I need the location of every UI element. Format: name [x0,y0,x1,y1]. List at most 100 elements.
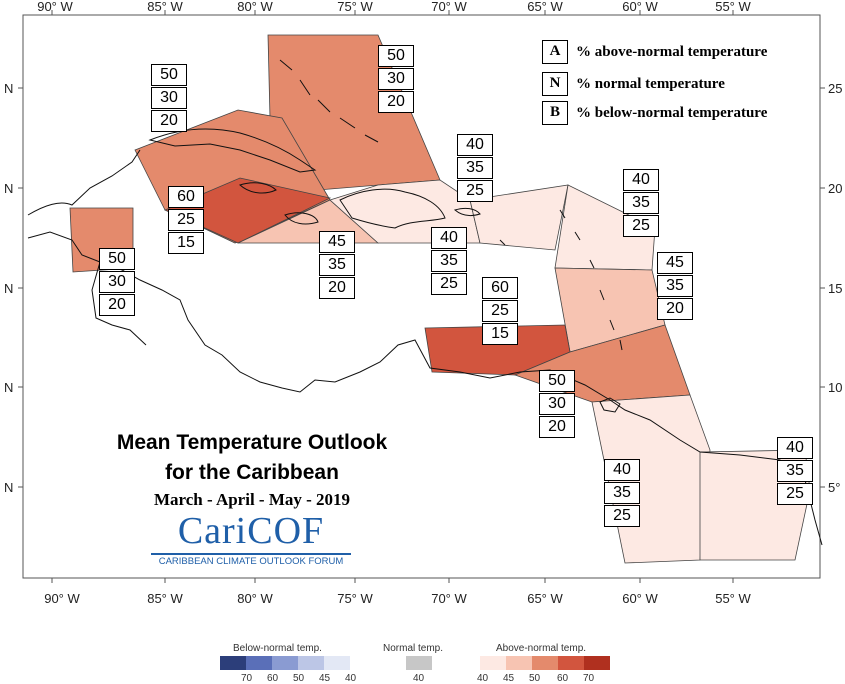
prob-normal: 30 [378,68,414,90]
prob-below: 20 [539,416,575,438]
lat-label-left-25: N [4,81,13,96]
colorbar-above-label: Above-normal temp. [496,643,587,654]
prob-normal: 30 [99,271,135,293]
lon-label-bottom-75: 75° W [337,591,373,606]
swatch-normal-40 [406,656,432,670]
lon-label-bottom-90: 90° W [44,591,80,606]
colorbar-above-swatches [480,656,610,670]
lon-label-top-80: 80° W [237,0,273,14]
swatch-above-70 [584,656,610,670]
prob-normal: 25 [168,209,204,231]
lat-label-left-10: N [4,380,13,395]
lon-label-bottom-65: 65° W [527,591,563,606]
prob-box-belize: 50 30 20 [99,248,135,316]
prob-above: 40 [777,437,813,459]
map-title: Mean Temperature Outlook for the Caribbe… [62,428,442,488]
lon-label-top-70: 70° W [431,0,467,14]
prob-above: 50 [539,370,575,392]
prob-below: 25 [431,273,467,295]
prob-above: 50 [151,64,187,86]
prob-above: 50 [378,45,414,67]
lon-label-top-65: 65° W [527,0,563,14]
caricof-logo-fullname: CARIBBEAN CLIMATE OUTLOOK FORUM [151,553,351,567]
colorbar-above-tick-60: 60 [557,673,569,684]
prob-above: 40 [604,459,640,481]
colorbar-below-swatches [220,656,350,670]
lat-label-left-20: N [4,181,13,196]
lon-label-bottom-55: 55° W [715,591,751,606]
prob-normal: 30 [151,87,187,109]
prob-above: 40 [457,134,493,156]
lat-label-left-5: N [4,480,13,495]
prob-above: 60 [168,186,204,208]
prob-box-bahamas: 50 30 20 [378,45,414,113]
lon-label-top-90: 90° W [37,0,73,14]
region-jamaica [164,177,332,244]
prob-below: 20 [378,91,414,113]
prob-box-jamaica: 60 25 15 [168,186,204,254]
swatch-above-60 [558,656,584,670]
prob-box-trinidad: 50 30 20 [539,370,575,438]
prob-box-leewards: 40 35 25 [623,169,659,237]
lat-label-left-15: N [4,281,13,296]
caricof-logo: CariCOF CARIBBEAN CLIMATE OUTLOOK FORUM [151,511,351,567]
prob-below: 15 [168,232,204,254]
swatch-below-40 [324,656,350,670]
lon-label-top-60: 60° W [622,0,658,14]
legend-text-below: % below-normal temperature [576,104,768,121]
prob-below: 25 [623,215,659,237]
colorbar-above-tick-50: 50 [529,673,541,684]
swatch-below-70 [220,656,246,670]
swatch-above-45 [506,656,532,670]
legend-key-below: B [542,101,568,125]
colorbar-below-tick-50: 50 [293,673,305,684]
prob-below: 20 [319,277,355,299]
prob-above: 40 [623,169,659,191]
prob-above: 45 [319,231,355,253]
prob-below: 20 [657,298,693,320]
prob-box-abc-islands: 60 25 15 [482,277,518,345]
prob-above: 45 [657,252,693,274]
prob-box-puerto-rico: 40 35 25 [431,227,467,295]
legend-text-normal: % normal temperature [576,75,725,92]
prob-box-guyana: 40 35 25 [604,459,640,527]
prob-above: 50 [99,248,135,270]
lat-label-right-25: 25 [828,81,842,96]
colorbar-below-label: Below-normal temp. [233,643,322,654]
lon-ticks [51,10,734,583]
lat-label-right-15: 15 [828,281,842,296]
map-subtitle: March - April - May - 2019 [153,490,351,509]
colorbar-below-tick-40: 40 [345,673,357,684]
swatch-below-45 [298,656,324,670]
prob-box-cuba: 50 30 20 [151,64,187,132]
prob-normal: 35 [319,254,355,276]
prob-normal: 35 [431,250,467,272]
swatch-above-40 [480,656,506,670]
legend-above: A % above-normal temperature [542,40,767,64]
map-title-line2: for the Caribbean [165,461,339,484]
prob-below: 15 [482,323,518,345]
lon-label-bottom-80: 80° W [237,591,273,606]
prob-below: 20 [99,294,135,316]
prob-box-jamaica-south: 45 35 20 [319,231,355,299]
lat-label-right-10: 10 [828,380,842,395]
colorbar-above-tick-45: 45 [503,673,515,684]
colorbar-above-tick-70: 70 [583,673,595,684]
colorbar-below-tick-60: 60 [267,673,279,684]
colorbar-below-tick-45: 45 [319,673,331,684]
prob-normal: 35 [457,157,493,179]
prob-below: 25 [457,180,493,202]
colorbar-below-tick-70: 70 [241,673,253,684]
legend-text-above: % above-normal temperature [576,43,768,60]
prob-above: 60 [482,277,518,299]
colorbar-normal-label: Normal temp. [383,643,444,654]
swatch-above-50 [532,656,558,670]
prob-normal: 25 [482,300,518,322]
region-puerto-rico [469,184,569,251]
prob-above: 40 [431,227,467,249]
legend-below: B % below-normal temperature [542,101,767,125]
prob-below: 20 [151,110,187,132]
lat-label-right-20: 20 [828,181,842,196]
coastlines [27,59,823,546]
colorbar-normal-tick-40: 40 [413,673,425,684]
